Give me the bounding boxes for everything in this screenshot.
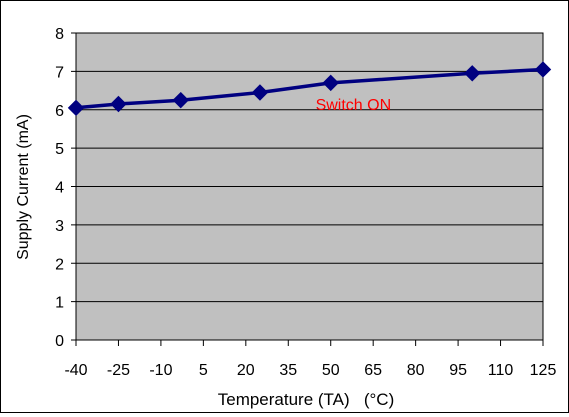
x-tick-label: 95	[449, 362, 467, 379]
x-tick-label: -25	[107, 362, 130, 379]
y-tick-label: 2	[55, 256, 64, 273]
x-tick-label: 110	[488, 362, 514, 379]
data-point-marker	[464, 65, 481, 82]
data-point-marker	[67, 99, 85, 117]
y-axis-label: Supply Current (mA)	[15, 114, 32, 260]
y-tick-label: 3	[55, 218, 64, 235]
series-layer	[67, 61, 552, 117]
x-tick-labels: -40 -25 -10 5 20 35 50 65 80 95 110 125	[64, 362, 556, 379]
x-tick-label: 35	[279, 362, 297, 379]
y-tick-label: 4	[55, 180, 64, 197]
gridlines	[76, 70, 543, 303]
x-axis-label: Temperature (TA) (°C)	[218, 390, 395, 409]
x-tick-label: 80	[407, 362, 425, 379]
y-tick-label: 0	[55, 333, 64, 350]
x-tick-label: -10	[149, 362, 172, 379]
y-tick-labels: 0 1 2 3 4 5 6 7 8	[55, 26, 64, 350]
y-tick-label: 1	[55, 295, 64, 312]
x-tick-label: 20	[237, 362, 255, 379]
data-point-marker	[251, 84, 269, 101]
x-tick-label: 65	[364, 362, 382, 379]
y-tick-label: 6	[55, 103, 64, 120]
x-tick-label: 5	[199, 362, 208, 379]
data-point-marker	[534, 61, 552, 78]
y-tick-label: 8	[55, 26, 64, 43]
x-tick-label: -40	[64, 362, 87, 379]
x-tick-label: 50	[322, 362, 340, 379]
data-point-marker	[322, 74, 339, 92]
y-tick-label: 7	[55, 64, 64, 81]
data-point-marker	[172, 91, 189, 109]
annotation-label: Switch ON	[316, 97, 392, 114]
data-point-marker	[110, 95, 127, 113]
y-tick-label: 5	[55, 141, 64, 158]
annotation-layer: Switch ON	[316, 97, 392, 114]
x-tick-label: 125	[530, 362, 557, 379]
